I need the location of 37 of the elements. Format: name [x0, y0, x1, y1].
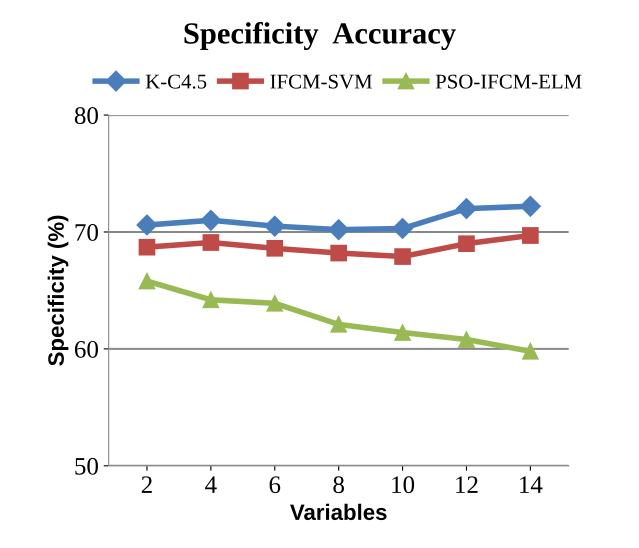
point: [202, 234, 220, 251]
point: [138, 272, 156, 290]
chart-title: Specificity Accuracy: [184, 22, 456, 50]
y-tick-label: 60: [74, 340, 98, 358]
legend-label: IFCM-SVM: [270, 74, 372, 89]
x-tick-label: 4: [205, 476, 217, 493]
x-tick-label: 2: [142, 476, 152, 493]
point: [200, 210, 222, 231]
point: [264, 216, 286, 237]
y-axis-title: Specificity (%): [48, 216, 68, 366]
point: [202, 291, 220, 308]
point: [458, 235, 475, 252]
point: [394, 324, 411, 341]
point: [456, 198, 477, 220]
x-tick-label: 10: [392, 476, 414, 494]
point: [330, 316, 348, 333]
point: [522, 342, 539, 360]
point: [138, 238, 156, 256]
x-axis-title: Variables: [290, 504, 387, 520]
x-tick-label: 12: [456, 476, 478, 493]
point: [136, 214, 158, 236]
legend-label: PSO-IFCM-ELM: [436, 74, 582, 89]
x-tick-label: 6: [270, 476, 280, 494]
y-tick-label: 50: [75, 458, 98, 475]
x-tick-label: 8: [333, 476, 344, 494]
point: [392, 218, 414, 239]
point: [520, 196, 541, 217]
legend-label: K-C4.5: [146, 74, 206, 89]
point: [458, 331, 475, 348]
y-tick-label: 70: [76, 224, 98, 241]
point: [266, 294, 284, 312]
y-tick-label: 80: [74, 107, 98, 124]
point: [394, 248, 411, 265]
point: [522, 227, 539, 244]
x-tick-label: 14: [520, 476, 542, 493]
point: [330, 244, 348, 262]
point: [266, 240, 284, 257]
